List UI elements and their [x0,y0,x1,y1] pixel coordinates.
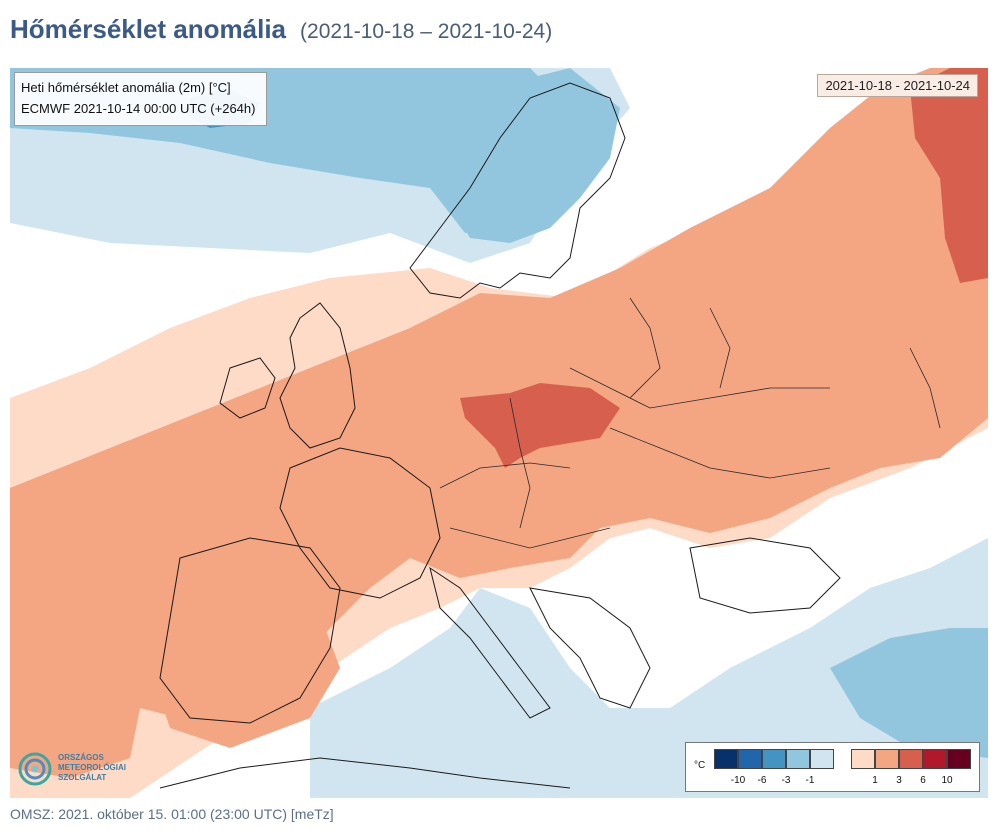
coast-north-africa [159,757,571,789]
legend-tick-warm-1: 3 [896,775,902,786]
legend-swatch-warm-4 [947,749,971,769]
omsz-logo-text: ORSZÁGOS METEOROLÓGIAI SZOLGÁLAT [58,753,126,783]
country-borders [439,297,941,549]
omsz-logo: ORSZÁGOS METEOROLÓGIAI SZOLGÁLAT [14,748,142,792]
coast-iberia [159,537,341,724]
page-title: Hőmérséklet anomália [10,14,287,44]
logo-line-3: SZOLGÁLAT [58,773,107,782]
coast-balkans-greece [529,587,651,709]
coast-black-sea [689,537,841,614]
legend-tick-cold-3: -1 [805,775,815,786]
map-canvas [10,68,988,798]
cold-region-mediterranean [310,538,988,798]
logo-line-2: METEOROLÓGIAI [58,763,126,772]
legend-swatch-warm-1 [875,749,899,769]
coast-italy [429,566,551,719]
legend-tick-cold-2: -3 [781,775,791,786]
omsz-logo-icon [18,752,52,786]
coastlines [159,82,841,789]
map-info-box: Heti hőmérséklet anomália (2m) [°C] ECMW… [14,72,267,126]
legend-swatch-warm-3 [923,749,947,769]
legend-swatch-cold-2 [762,749,786,769]
warm-region-iberia [150,548,340,748]
legend-swatch-warm-0 [851,749,875,769]
legend-tick-warm-0: 1 [872,775,878,786]
info-model-run-label: ECMWF 2021-10-14 00:00 UTC (+264h) [21,101,256,116]
color-legend: °C -10 -6 -3 -1 1 3 6 10 [685,742,980,792]
coast-france-benelux [279,447,441,599]
legend-tick-warm-2: 6 [920,775,926,786]
anomaly-map: Heti hőmérséklet anomália (2m) [°C] ECMW… [10,68,988,798]
period-subtitle: (2021-10-18 – 2021-10-24) [300,20,553,43]
legend-swatch-cold-1 [738,749,762,769]
coast-scandinavia [409,82,626,299]
legend-swatch-cold-3 [786,749,810,769]
coast-great-britain [279,302,356,449]
header: Hőmérséklet anomália (2021-10-18 – 2021-… [10,14,552,50]
warm-region-central-europe [460,383,620,468]
info-variable-label: Heti hőmérséklet anomália (2m) [°C] [21,80,231,95]
legend-unit: °C [694,760,706,771]
warm-region-russia [910,68,988,283]
legend-swatch-cold-0 [714,749,738,769]
date-range-badge: 2021-10-18 - 2021-10-24 [817,74,978,97]
cold-region-scandinavia [440,68,620,243]
legend-swatch-cold-4 [810,749,834,769]
legend-tick-cold-0: -10 [730,775,746,786]
footer-timestamp: OMSZ: 2021. október 15. 01:00 (23:00 UTC… [10,806,334,822]
legend-swatch-warm-2 [899,749,923,769]
logo-line-1: ORSZÁGOS [58,753,104,762]
legend-tick-warm-3: 10 [941,775,953,786]
cold-region-turkey [830,628,988,758]
coast-ireland [219,357,276,419]
legend-tick-cold-1: -6 [757,775,767,786]
